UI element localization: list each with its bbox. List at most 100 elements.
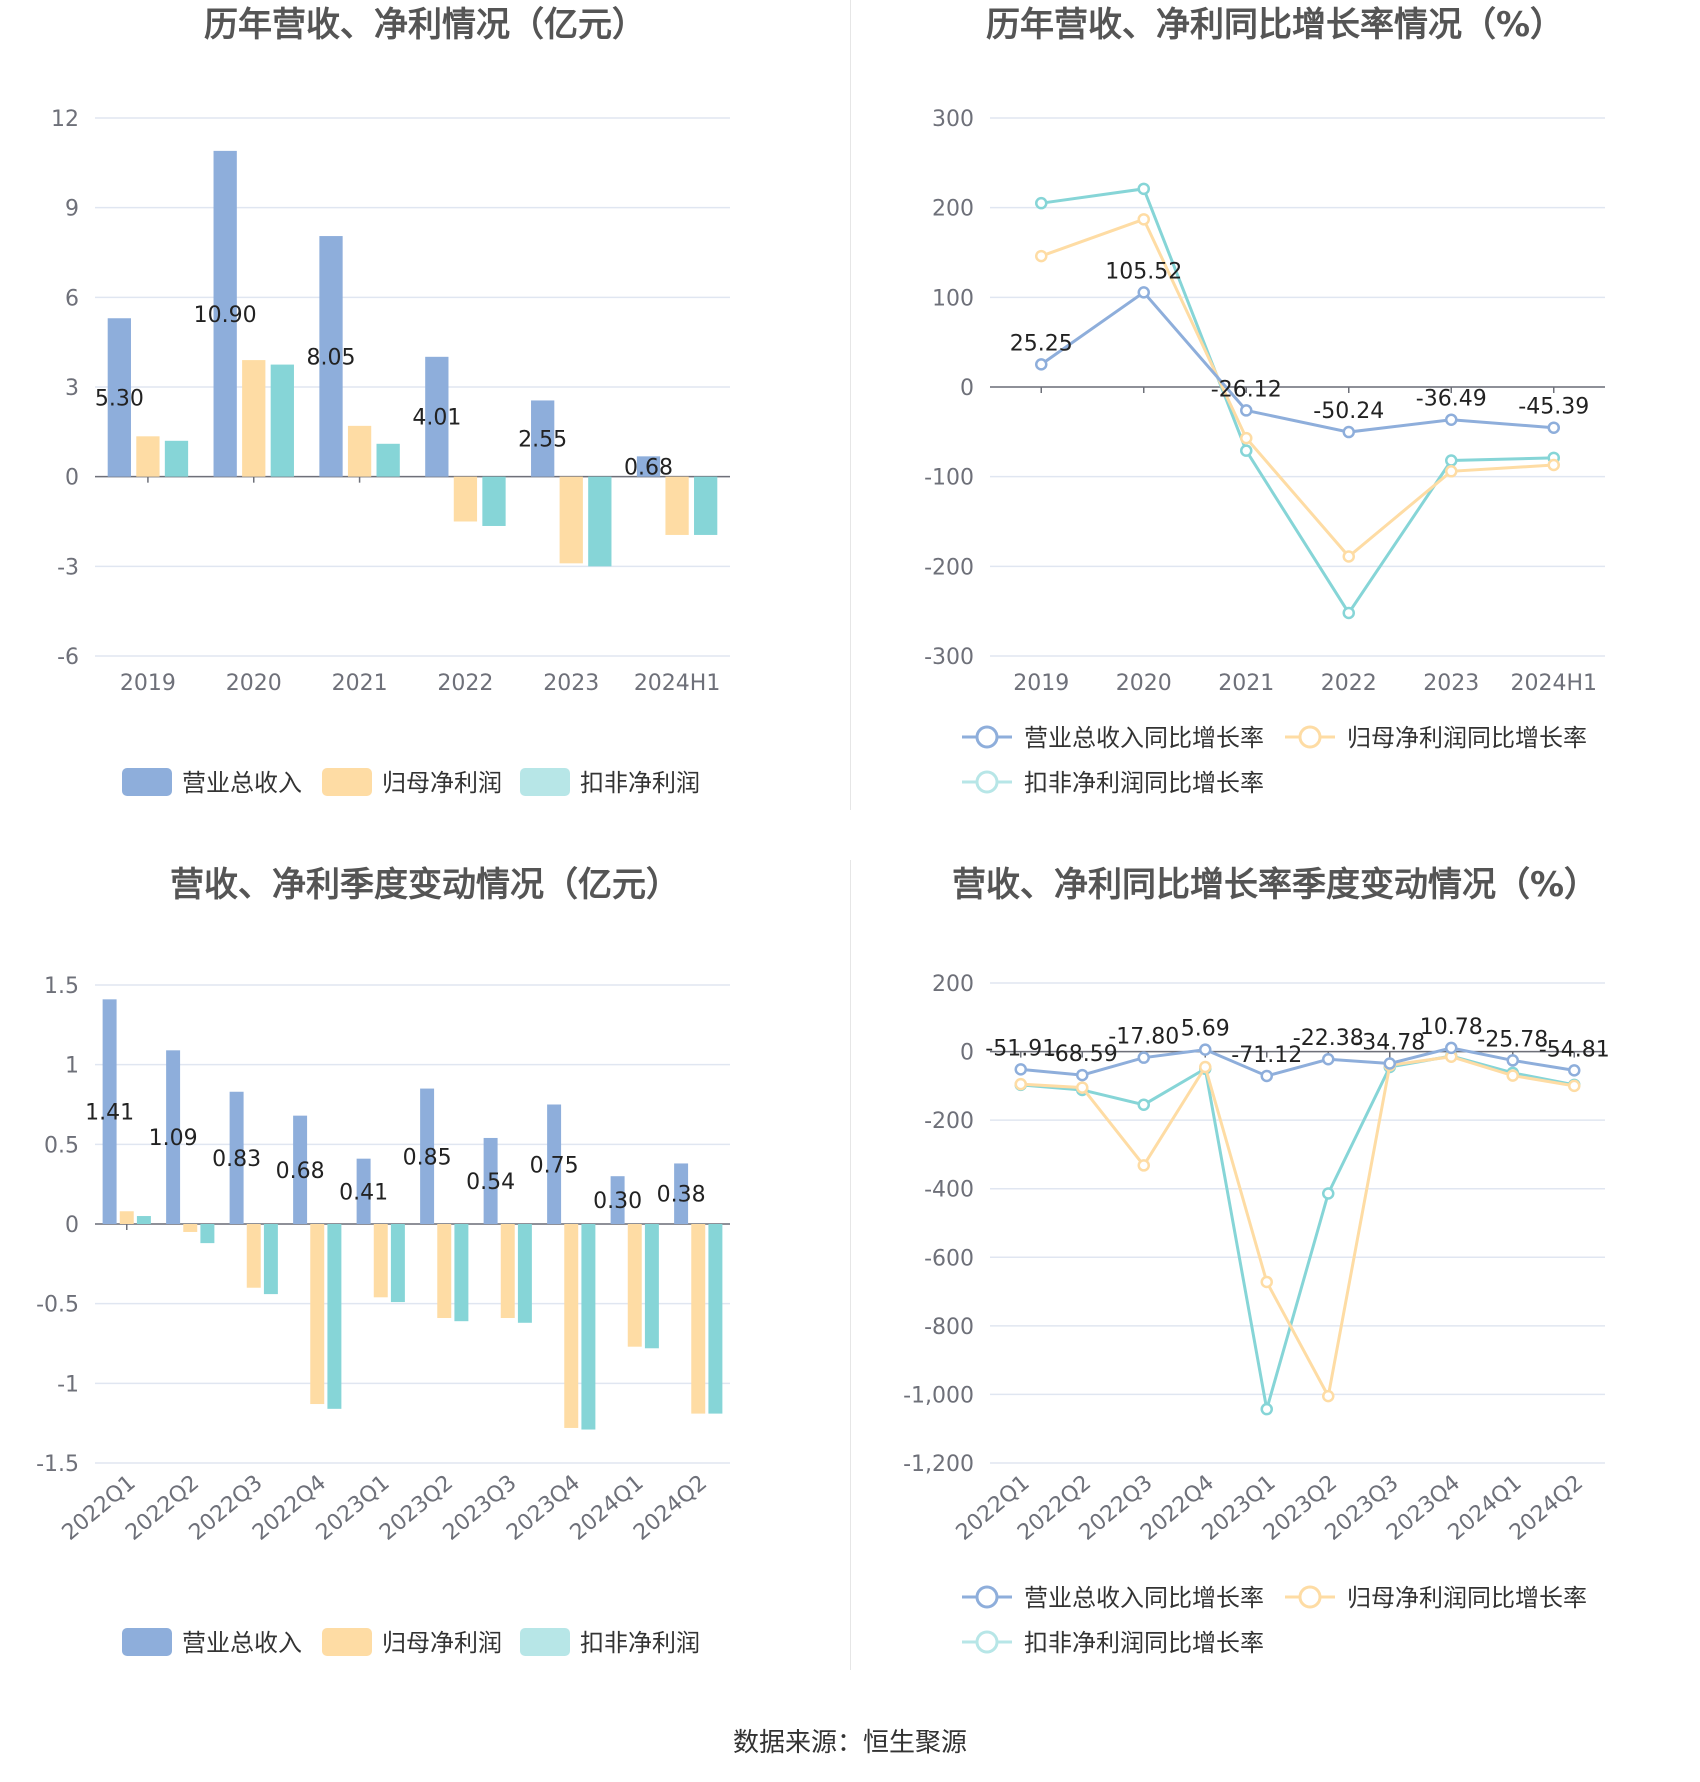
y-tick-label: -800 <box>924 1315 974 1340</box>
y-tick-label: -300 <box>924 645 974 670</box>
y-tick-label: 200 <box>932 972 974 997</box>
bar-net-profit <box>373 1224 388 1298</box>
x-tick-label: 2024H1 <box>1510 671 1597 696</box>
legend-label[interactable]: 扣非净利润同比增长率 <box>1024 769 1264 797</box>
legend-marker[interactable] <box>1298 725 1322 749</box>
data-label: 1.09 <box>149 1126 198 1151</box>
data-point <box>1322 1187 1335 1200</box>
legend-swatch[interactable] <box>520 768 570 796</box>
data-point <box>1137 182 1150 196</box>
x-tick-label: 2019 <box>120 671 176 696</box>
data-point <box>1240 444 1253 457</box>
y-tick-label: -1,200 <box>903 1452 974 1477</box>
data-label: -36.49 <box>1416 387 1487 412</box>
bar-net-profit <box>347 425 372 477</box>
bar-deducted-profit <box>517 1224 532 1323</box>
bar-revenue <box>356 1158 371 1224</box>
legend-label[interactable]: 营业总收入同比增长率 <box>1024 724 1264 752</box>
data-label: 1.41 <box>85 1101 134 1126</box>
data-point <box>1568 1079 1581 1093</box>
bar-revenue <box>610 1176 625 1224</box>
y-tick-label: 300 <box>932 107 974 132</box>
x-tick-label: 2020 <box>226 671 282 696</box>
data-label: 0.41 <box>339 1180 388 1205</box>
legend-marker[interactable] <box>975 770 999 794</box>
legend-marker[interactable] <box>975 725 999 749</box>
bar-deducted-profit <box>588 476 612 567</box>
bar-revenue <box>674 1163 689 1224</box>
bar-net-profit <box>500 1224 515 1319</box>
data-label: -26.12 <box>1211 377 1282 402</box>
x-tick-label: 2021 <box>332 671 388 696</box>
x-tick-label: 2024H1 <box>634 671 721 696</box>
data-point <box>1137 1051 1150 1064</box>
bar-deducted-profit <box>694 476 718 535</box>
data-point <box>1506 1069 1519 1082</box>
data-point <box>1014 1063 1027 1076</box>
chart-title: 营收、净利同比增长率季度变动情况（%） <box>952 865 1598 905</box>
legend-label[interactable]: 扣非净利润 <box>580 769 700 797</box>
bar-net-profit <box>691 1224 706 1414</box>
legend-label[interactable]: 扣非净利润同比增长率 <box>1024 1629 1264 1657</box>
legend-label[interactable]: 归母净利润 <box>382 1629 502 1657</box>
bar-deducted-profit <box>270 364 294 477</box>
legend-swatch[interactable] <box>520 1628 570 1656</box>
legend-label[interactable]: 营业总收入同比增长率 <box>1024 1584 1264 1612</box>
y-tick-label: 3 <box>65 376 79 401</box>
chart-svg: 历年营收、净利情况（亿元） 12 9 6 3 0 -3 -6 2019 2020 2021 2022 2… <box>51 5 730 797</box>
x-tick-label: 2021 <box>1218 671 1274 696</box>
chart-title: 营收、净利季度变动情况（亿元） <box>170 865 680 905</box>
data-label: 10.90 <box>194 303 257 328</box>
legend-label[interactable]: 扣非净利润 <box>580 1629 700 1657</box>
legend-swatch[interactable] <box>122 768 172 796</box>
y-tick-label: -6 <box>57 645 79 670</box>
legend-label[interactable]: 营业总收入 <box>182 769 302 797</box>
legend-marker[interactable] <box>975 1585 999 1609</box>
bar-net-profit <box>183 1224 198 1232</box>
bar-revenue <box>102 999 117 1224</box>
bar-net-profit <box>627 1224 642 1347</box>
x-tick-label: 2019 <box>1013 671 1069 696</box>
data-point <box>1383 1057 1396 1070</box>
legend-label[interactable]: 营业总收入 <box>182 1629 302 1657</box>
bar-net-profit <box>246 1224 261 1288</box>
data-point <box>1076 1081 1089 1094</box>
data-label: -54.81 <box>1539 1037 1610 1062</box>
series-line-revenue-growth <box>1020 1046 1575 1078</box>
data-point <box>1506 1054 1519 1067</box>
data-point <box>1137 213 1150 226</box>
chart-title: 历年营收、净利情况（亿元） <box>204 5 646 45</box>
legend-label[interactable]: 归母净利润同比增长率 <box>1347 1584 1587 1612</box>
bar-net-profit <box>119 1211 134 1224</box>
y-tick-label: -600 <box>924 1246 974 1271</box>
bar-revenue <box>107 318 131 477</box>
data-point <box>1035 358 1048 371</box>
legend-label[interactable]: 归母净利润同比增长率 <box>1347 724 1587 752</box>
bar-revenue <box>229 1091 244 1224</box>
bar-deducted-profit <box>376 443 400 477</box>
y-tick-label: 12 <box>51 107 79 132</box>
legend-label[interactable]: 归母净利润 <box>382 769 502 797</box>
legend-marker[interactable] <box>1298 1585 1322 1609</box>
legend-swatch[interactable] <box>322 1628 372 1656</box>
legend-swatch[interactable] <box>122 1628 172 1656</box>
bar-revenue <box>636 456 661 477</box>
legend-marker[interactable] <box>975 1630 999 1654</box>
y-tick-label: -200 <box>924 555 974 580</box>
bar-revenue <box>483 1137 498 1224</box>
series-line-net-profit-growth <box>1040 217 1554 559</box>
quarterly-growth-rate-chart: 营收、净利同比增长率季度变动情况（%） 200 0 -200 -400 -600 -800 -… <box>850 860 1700 1690</box>
data-label: 0.30 <box>593 1189 642 1214</box>
data-label: -25.78 <box>1477 1027 1548 1052</box>
series-line-net-profit-growth <box>1020 1055 1575 1401</box>
legend-swatch[interactable] <box>322 768 372 796</box>
data-point <box>1137 1159 1150 1172</box>
data-point <box>1445 413 1458 426</box>
bar-revenue <box>420 1088 435 1224</box>
data-label: -45.39 <box>1518 395 1589 420</box>
data-point <box>1035 196 1048 210</box>
bar-revenue <box>293 1115 308 1224</box>
data-label: -50.24 <box>1313 399 1384 424</box>
y-tick-label: -0.5 <box>36 1293 79 1318</box>
series-line-deducted-profit-growth <box>1020 1054 1575 1410</box>
